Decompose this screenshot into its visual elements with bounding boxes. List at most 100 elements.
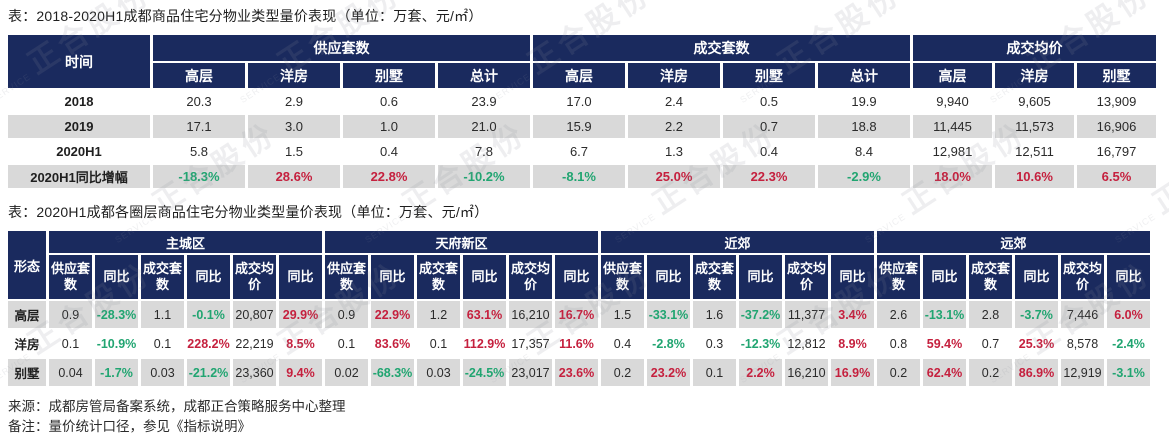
- table1-cell: 0.5: [723, 90, 815, 113]
- table1-cell: 3.0: [248, 115, 340, 138]
- table2-cell: 8.5%: [279, 330, 322, 357]
- table1-group-header-row: 时间 供应套数 成交套数 成交均价: [8, 35, 1156, 88]
- table2-cell: -37.2%: [739, 301, 782, 328]
- table2-column-header: 同比: [371, 255, 414, 299]
- table1-column-header: 总计: [818, 63, 910, 88]
- table2-column-header: 同比: [923, 255, 966, 299]
- table1-cell: 9,605: [995, 90, 1074, 113]
- table2-cell: -68.3%: [371, 359, 414, 386]
- table1-subheader-row: 高层 洋房 别墅 总计 高层 洋房 别墅 总计 高层 洋房 别墅: [8, 63, 1156, 88]
- table2-cell: 0.02: [325, 359, 368, 386]
- table2-cell: 9.4%: [279, 359, 322, 386]
- table2-column-header: 供应套数: [325, 255, 368, 299]
- table1-cell: -8.1%: [533, 165, 625, 188]
- table1-group-header: 成交套数: [533, 35, 910, 61]
- table1-cell: 11,573: [995, 115, 1074, 138]
- table1-cell: -2.9%: [818, 165, 910, 188]
- table2-cell: 16,210: [785, 359, 828, 386]
- table1-column-header: 高层: [533, 63, 625, 88]
- table2-cell: 20,807: [233, 301, 276, 328]
- table1-cell: 19.9: [818, 90, 910, 113]
- table1-cell: 10.6%: [995, 165, 1074, 188]
- table2-cell: 0.2: [877, 359, 920, 386]
- table2-cell: 8,578: [1061, 330, 1104, 357]
- table1-cell: 9,940: [913, 90, 992, 113]
- table1-cell: 2.9: [248, 90, 340, 113]
- table1-column-header: 别墅: [723, 63, 815, 88]
- table2-column-header: 成交均价: [509, 255, 552, 299]
- table2-block: 表：2020H1成都各圈层商品住宅分物业类型量价表现（单位：万套、元/㎡） 形态…: [8, 202, 1162, 388]
- table2-cell: 0.1: [693, 359, 736, 386]
- table2-cell: 62.4%: [923, 359, 966, 386]
- table2-cell: 1.2: [417, 301, 460, 328]
- table2-cell: 22.9%: [371, 301, 414, 328]
- table1-cell: 0.4: [343, 140, 435, 163]
- table2-group-header: 天府新区: [325, 231, 598, 253]
- table2-cell: 0.1: [417, 330, 460, 357]
- table2-cell: -21.2%: [187, 359, 230, 386]
- table2-cell: 0.8: [877, 330, 920, 357]
- table2-cell: 12,919: [1061, 359, 1104, 386]
- table1-cell: 20.3: [153, 90, 245, 113]
- table1-cell: 12,981: [913, 140, 992, 163]
- table2-cell: 23.2%: [647, 359, 690, 386]
- remark-note: 备注：量价统计口径，参见《指标说明》: [8, 419, 251, 434]
- table1-column-header: 总计: [438, 63, 530, 88]
- table1-row-label: 2018: [8, 90, 150, 113]
- table2-cell: -2.4%: [1107, 330, 1150, 357]
- table2-cell: 0.03: [417, 359, 460, 386]
- table1-column-header: 别墅: [1077, 63, 1156, 88]
- table1-cell: -18.3%: [153, 165, 245, 188]
- table1-cell: 2.2: [628, 115, 720, 138]
- table2-column-header: 成交均价: [1061, 255, 1104, 299]
- table1-title: 表：2018-2020H1成都商品住宅分物业类型量价表现（单位：万套、元/㎡）: [8, 8, 483, 24]
- table1-column-header: 高层: [913, 63, 992, 88]
- table1-cell: 25.0%: [628, 165, 720, 188]
- table2-cell: 0.1: [325, 330, 368, 357]
- table1: 时间 供应套数 成交套数 成交均价 高层 洋房 别墅 总计 高层 洋房 别墅 总计 高层 洋房 别墅 201…: [5, 33, 1159, 190]
- table2-cell: -3.7%: [1015, 301, 1058, 328]
- table2-column-header: 成交套数: [693, 255, 736, 299]
- table1-cell: 6.7: [533, 140, 625, 163]
- table1-block: 表：2018-2020H1成都商品住宅分物业类型量价表现（单位：万套、元/㎡） …: [8, 6, 1162, 190]
- table2: 形态 主城区 天府新区 近郊 远郊 供应套数 同比 成交套数 同比 成交均价 同比 供应套数 同比 成交套…: [5, 229, 1153, 388]
- table2-column-header: 供应套数: [49, 255, 92, 299]
- table2-cell: 59.4%: [923, 330, 966, 357]
- table1-cell: 1.3: [628, 140, 720, 163]
- table1-cell: 11,445: [913, 115, 992, 138]
- table2-column-header: 同比: [279, 255, 322, 299]
- table2-cell: -0.1%: [187, 301, 230, 328]
- table1-cell: 1.0: [343, 115, 435, 138]
- table2-column-header: 同比: [95, 255, 138, 299]
- table1-cell: 18.8: [818, 115, 910, 138]
- table2-row-label: 洋房: [8, 330, 46, 357]
- table2-cell: 0.2: [969, 359, 1012, 386]
- table2-cell: 0.1: [141, 330, 184, 357]
- table2-row-label: 高层: [8, 301, 46, 328]
- table2-cell: 2.2%: [739, 359, 782, 386]
- table2-cell: 0.03: [141, 359, 184, 386]
- table1-cell: 8.4: [818, 140, 910, 163]
- table2-cell: 1.5: [601, 301, 644, 328]
- table1-cell: 7.8: [438, 140, 530, 163]
- table2-cell: -1.7%: [95, 359, 138, 386]
- table1-cell: 6.5%: [1077, 165, 1156, 188]
- table1-cell: 0.6: [343, 90, 435, 113]
- table2-cell: -13.1%: [923, 301, 966, 328]
- table2-column-header: 同比: [463, 255, 506, 299]
- table2-cell: 17,357: [509, 330, 552, 357]
- table2-cell: -12.3%: [739, 330, 782, 357]
- table2-cell: -10.9%: [95, 330, 138, 357]
- table1-cell: 0.4: [723, 140, 815, 163]
- table2-cell: 0.9: [325, 301, 368, 328]
- table2-group-header: 近郊: [601, 231, 874, 253]
- table2-cell: 23,360: [233, 359, 276, 386]
- table2-column-header: 同比: [1107, 255, 1150, 299]
- table2-column-header: 同比: [555, 255, 598, 299]
- table1-column-header: 高层: [153, 63, 245, 88]
- table2-cell: 2.6: [877, 301, 920, 328]
- table2-cell: 8.9%: [831, 330, 874, 357]
- table2-cell: -24.5%: [463, 359, 506, 386]
- table2-cell: 0.2: [601, 359, 644, 386]
